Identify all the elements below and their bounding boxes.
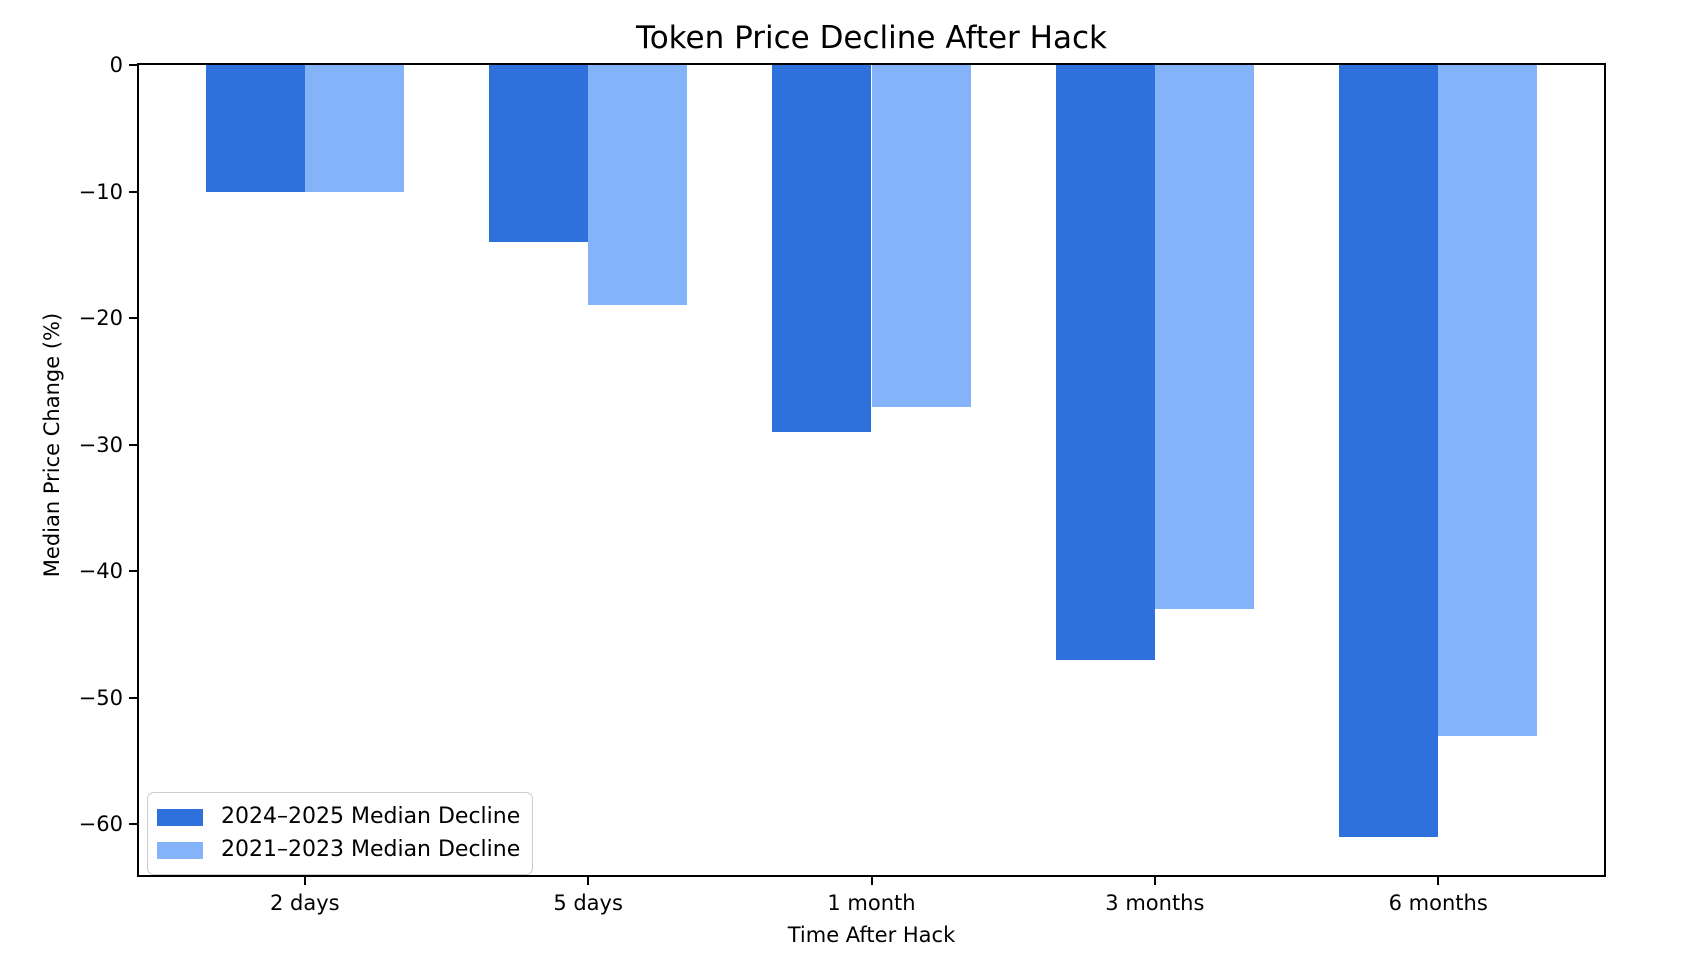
bar-2021-2023-1-month [871, 65, 971, 407]
chart-title: Token Price Decline After Hack [636, 20, 1107, 56]
x-tick-label-2-days: 2 days [269, 891, 340, 915]
y-tick-mark [129, 696, 137, 699]
x-axis-label: Time After Hack [787, 923, 956, 947]
y-tick-mark [129, 823, 137, 826]
y-tick-label: −50 [78, 685, 123, 710]
y-tick-label: −60 [78, 812, 123, 837]
legend-label: 2024–2025 Median Decline [221, 804, 521, 829]
legend-row: 2021–2023 Median Decline [157, 836, 520, 864]
bar-2024-2025-2-days [205, 65, 305, 192]
legend-swatch-2021-2023 [157, 841, 203, 859]
x-tick-label-3-months: 3 months [1105, 891, 1205, 915]
x-tick-mark [303, 877, 306, 885]
x-tick-mark [1153, 877, 1156, 885]
y-tick-mark [129, 570, 137, 573]
x-tick-mark [587, 877, 590, 885]
y-tick-mark [129, 443, 137, 446]
bar-2024-2025-6-months [1339, 65, 1439, 838]
x-tick-label-5-days: 5 days [553, 891, 623, 915]
bar-2021-2023-3-months [1154, 65, 1255, 610]
bar-2024-2025-3-months [1055, 65, 1155, 660]
legend-swatch-2024-2025 [157, 808, 203, 826]
y-tick-label: −30 [78, 432, 123, 457]
bar-2021-2023-5-days [588, 65, 688, 306]
plot-area: 2024–2025 Median Decline 2021–2023 Median… [137, 63, 1606, 877]
bar-2021-2023-6-months [1438, 65, 1538, 736]
y-axis-label: Median Price Change (%) [40, 312, 64, 578]
y-tick-label: 0 [109, 53, 123, 77]
bar-2024-2025-1-month [772, 65, 872, 433]
x-tick-mark [1437, 877, 1440, 885]
bar-2024-2025-5-days [488, 65, 589, 243]
y-tick-mark [129, 317, 137, 320]
x-tick-mark [870, 877, 873, 885]
y-tick-label: −20 [78, 306, 123, 331]
legend-row: 2024–2025 Median Decline [157, 803, 520, 831]
x-tick-label-1-month: 1 month [827, 891, 916, 915]
bar-2021-2023-2-days [304, 65, 404, 192]
y-tick-label: −40 [78, 559, 123, 584]
y-tick-label: −10 [78, 179, 123, 204]
x-tick-label-6-months: 6 months [1388, 891, 1488, 915]
legend-label: 2021–2023 Median Decline [221, 837, 521, 862]
bars-layer [139, 65, 1604, 875]
legend: 2024–2025 Median Decline 2021–2023 Median… [147, 792, 533, 875]
y-tick-mark [129, 190, 137, 193]
y-tick-mark [129, 64, 137, 66]
